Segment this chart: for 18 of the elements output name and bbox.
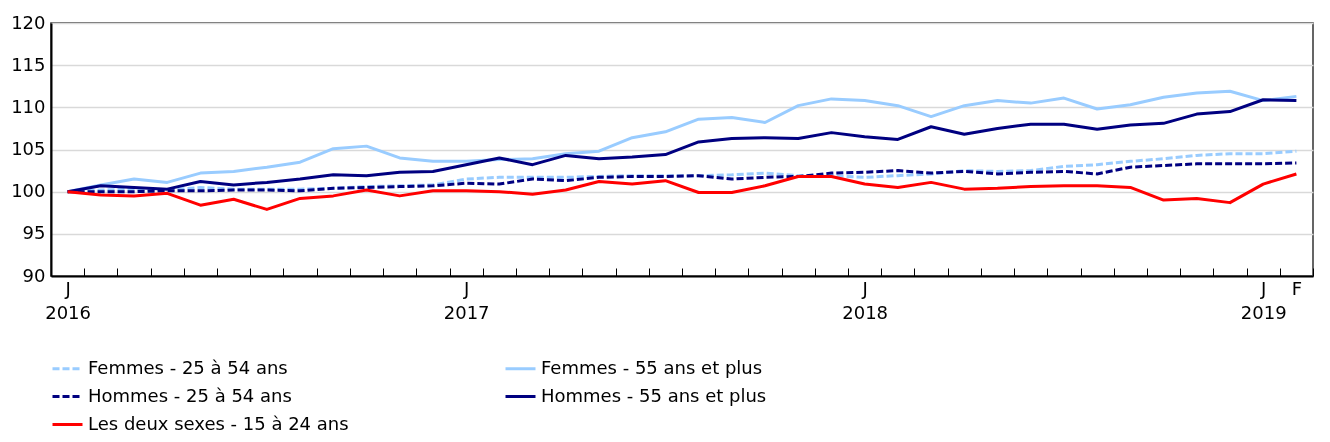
y-tick-label: 110: [11, 95, 46, 117]
legend-label: Femmes - 25 à 54 ans: [88, 356, 288, 378]
y-tick-label: 90: [22, 264, 46, 286]
x-tick-label: F: [1291, 277, 1303, 299]
legend-label: Hommes - 25 à 54 ans: [88, 384, 292, 406]
x-tick-label: J 2019: [1240, 277, 1287, 323]
y-tick-label: 100: [11, 180, 46, 202]
legend-label: Femmes - 55 ans et plus: [541, 356, 763, 378]
x-tick-label: J 2018: [842, 277, 889, 323]
x-tick-label: J 2016: [45, 277, 92, 323]
y-tick-label: 95: [22, 222, 46, 244]
y-tick-label: 105: [11, 138, 46, 159]
y-tick-label: 115: [11, 53, 46, 75]
x-tick-label: J 2017: [443, 277, 490, 323]
legend-label: Les deux sexes - 15 à 24 ans: [88, 412, 349, 434]
line-series: [66, 172, 1298, 211]
legend-label: Hommes - 55 ans et plus: [541, 384, 767, 406]
y-tick-label: 120: [11, 11, 46, 33]
